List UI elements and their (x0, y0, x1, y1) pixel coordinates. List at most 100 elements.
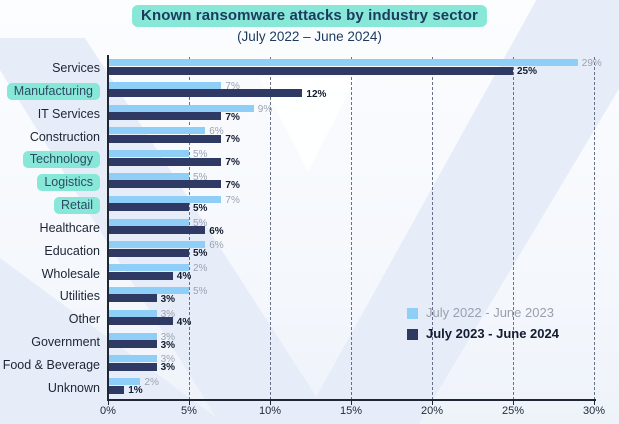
category-label: Government (31, 334, 100, 349)
bar-jul2022-jun2023 (108, 150, 189, 158)
value-label-jul2022-jun2023: 5% (192, 149, 208, 161)
chart-row: Logistics 5% 7% (0, 171, 594, 194)
chart-row: Government 3% 3% (0, 331, 594, 354)
x-tick-label: 25% (501, 405, 525, 417)
value-label-jul2022-jun2023: 3% (160, 331, 176, 343)
bar-jul2022-jun2023 (108, 104, 254, 112)
bar-jul2023-jun2024 (108, 294, 157, 303)
legend-item-2022-2023: July 2022 - June 2023 (407, 305, 559, 321)
bar-jul2023-jun2024 (108, 157, 222, 166)
axis-tick (269, 401, 271, 405)
axis-tick (594, 401, 595, 405)
value-label-jul2023-jun2024: 25% (517, 66, 538, 77)
x-tick-label: 30% (582, 405, 606, 417)
category-label: Technology (22, 151, 100, 169)
legend: July 2022 - June 2023 July 2023 - June 2… (407, 305, 559, 347)
bar-jul2022-jun2023 (108, 218, 189, 226)
bar-jul2022-jun2023 (108, 378, 141, 386)
category-label: Unknown (47, 380, 100, 395)
bar-jul2022-jun2023 (108, 264, 189, 272)
bar-jul2022-jun2023 (108, 172, 189, 180)
value-label-jul2023-jun2024: 7% (225, 111, 240, 123)
legend-label-2023-2024: July 2023 - June 2024 (426, 326, 559, 341)
bar-jul2023-jun2024 (108, 248, 189, 257)
legend-swatch-2023-2024-icon (407, 328, 418, 340)
axis-tick (351, 401, 352, 405)
chart-subtitle: (July 2022 – June 2024) (237, 29, 382, 44)
bar-jul2023-jun2024 (108, 385, 125, 394)
gridline (513, 57, 514, 400)
bar-jul2022-jun2023 (108, 332, 157, 340)
bar-jul2022-jun2023 (108, 241, 206, 249)
x-tick-label: 20% (420, 405, 443, 417)
bar-jul2023-jun2024 (108, 317, 173, 326)
chart-row: Retail 7% 5% (0, 194, 594, 217)
bar-jul2022-jun2023 (108, 127, 206, 135)
x-tick-label: 10% (258, 405, 281, 417)
chart-row: Construction 6% 7% (0, 125, 594, 148)
value-label-jul2022-jun2023: 7% (225, 194, 240, 206)
bar-jul2023-jun2024 (108, 203, 189, 212)
chart-row: Services 29% 25% (0, 57, 602, 80)
bar-jul2023-jun2024 (108, 362, 157, 371)
category-label: Retail (54, 196, 100, 214)
value-label-jul2023-jun2024: 6% (209, 225, 224, 237)
value-label-jul2022-jun2023: 3% (160, 308, 176, 320)
axis-tick (188, 401, 190, 405)
x-axis-line (107, 399, 596, 401)
value-label-jul2023-jun2024: 5% (192, 202, 208, 214)
bar-jul2023-jun2024 (108, 271, 173, 280)
value-label-jul2023-jun2024: 7% (225, 157, 240, 169)
value-label-jul2023-jun2024: 12% (306, 88, 327, 100)
value-label-jul2022-jun2023: 6% (209, 240, 224, 252)
value-label-jul2022-jun2023: 9% (257, 103, 273, 115)
bar-jul2022-jun2023 (108, 81, 222, 89)
category-label: Healthcare (39, 220, 100, 235)
value-label-jul2023-jun2024: 3% (160, 339, 176, 351)
value-label-jul2022-jun2023: 5% (192, 217, 208, 229)
x-axis-ticks (108, 401, 595, 406)
bar-jul2023-jun2024 (108, 89, 303, 98)
category-label: Utilities (59, 289, 100, 304)
value-label-jul2022-jun2023: 3% (160, 354, 176, 366)
chart-row: Manufacturing 7% 12% (0, 80, 594, 103)
value-label-jul2023-jun2024: 7% (225, 134, 240, 146)
chart-row: Food & Beverage 3% 3% (0, 353, 594, 376)
chart-row: Technology 5% 7% (0, 148, 594, 171)
y-axis-line (107, 55, 109, 400)
gridline (431, 57, 433, 400)
bar-jul2022-jun2023 (108, 195, 222, 203)
category-label: Manufacturing (6, 82, 100, 100)
bar-jul2023-jun2024 (108, 134, 222, 143)
chart-row: IT Services 9% 7% (0, 103, 594, 126)
value-label-jul2023-jun2024: 5% (192, 248, 208, 260)
x-axis-labels: 0% 5% 10% 15% 20% 25% 30% (100, 405, 605, 419)
gridline (594, 57, 595, 400)
x-tick-label: 15% (339, 405, 363, 417)
bar-jul2023-jun2024 (108, 66, 513, 75)
chart-row: Unknown 2% 1% (0, 376, 594, 399)
axis-tick (431, 401, 433, 405)
value-label-jul2023-jun2024: 4% (176, 316, 192, 328)
value-label-jul2022-jun2023: 5% (192, 171, 208, 183)
chart-row: Other 3% 4% (0, 308, 594, 331)
chart-title: Known ransomware attacks by industry sec… (132, 5, 487, 27)
bar-jul2022-jun2023 (108, 59, 578, 66)
chart-rows: Services 29% 25% Manufacturing 7% 12% IT Servi… (0, 57, 602, 399)
value-label-jul2023-jun2024: 1% (128, 385, 143, 397)
value-label-jul2022-jun2023: 7% (225, 80, 240, 92)
bar-jul2022-jun2023 (108, 286, 189, 294)
x-tick-label: 0% (100, 405, 116, 417)
category-label: Services (52, 61, 100, 76)
category-label: Logistics (37, 173, 100, 191)
chart-row: Education 6% 5% (0, 239, 594, 262)
value-label-jul2022-jun2023: 2% (144, 377, 159, 389)
bar-jul2022-jun2023 (108, 309, 157, 317)
gridline (269, 57, 271, 400)
axis-tick (513, 401, 514, 405)
x-tick-label: 5% (181, 405, 197, 417)
bar-jul2023-jun2024 (108, 340, 157, 349)
value-label-jul2022-jun2023: 29% (581, 58, 602, 69)
